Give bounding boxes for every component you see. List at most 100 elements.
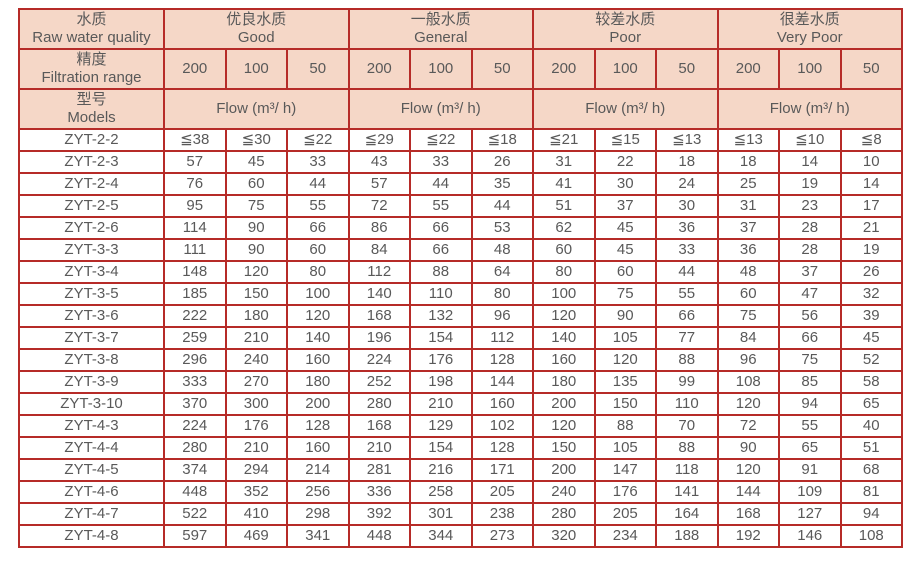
flow-value-cell: 90 [224,216,288,240]
flow-value-cell: 60 [224,172,288,196]
flow-value-cell: 176 [224,414,288,438]
flow-value-cell: 108 [716,370,780,394]
flow-value-cell: 100 [286,282,350,306]
flow-value-cell: 270 [224,370,288,394]
flow-value-cell: 150 [593,392,657,416]
flow-value-cell: 192 [716,524,780,548]
flow-value-cell: 65 [778,436,842,460]
flow-value-cell: 120 [286,304,350,328]
flow-value-cell: 17 [839,194,903,218]
flow-value-cell: 147 [593,458,657,482]
filtration-value-cell: 100 [778,48,842,90]
flow-value-cell: 53 [470,216,534,240]
flow-value-cell: 129 [409,414,473,438]
quality-very-poor-zh: 很差水质 [779,11,840,28]
flow-value-cell: 160 [286,348,350,372]
flow-value-cell: 370 [163,392,227,416]
flow-value-cell: 154 [409,326,473,350]
quality-general-en: General [414,29,468,46]
flow-value-cell: ≦38 [163,128,227,152]
flow-value-cell: ≦10 [778,128,842,152]
flow-value-cell: 94 [839,502,903,526]
flow-value-cell: 96 [470,304,534,328]
models-header-row: 型号 Models Flow (m³/ h) Flow (m³/ h) Flow… [18,88,903,130]
flow-value-cell: 18 [655,150,719,174]
filtration-value-cell: 200 [347,48,411,90]
table-row: ZYT-3-6 222 180 120 168 132 96 120 90 66 75 56 39 [18,304,903,328]
flow-value-cell: 188 [655,524,719,548]
flow-value-cell: ≦13 [655,128,719,152]
flow-value-cell: 45 [224,150,288,174]
flow-value-cell: ≦21 [532,128,596,152]
flow-value-cell: 80 [470,282,534,306]
flow-value-cell: 88 [593,414,657,438]
table-row: ZYT-2-4 76 60 44 57 44 35 41 30 24 25 19 14 [18,172,903,196]
quality-poor-zh: 较差水质 [595,11,656,28]
flow-value-cell: 280 [532,502,596,526]
flow-value-cell: ≦13 [716,128,780,152]
flow-value-cell: 90 [593,304,657,328]
flow-value-cell: 120 [593,348,657,372]
filtration-value-cell: 100 [224,48,288,90]
flow-value-cell: 132 [409,304,473,328]
table-row: ZYT-4-6 448 352 256 336 258 205 240 176 141 144 109… [18,480,903,504]
filtration-value-cell: 50 [470,48,534,90]
flow-value-cell: 51 [532,194,596,218]
models-zh: 型号 [76,91,107,108]
model-cell: ZYT-2-4 [18,172,165,196]
flow-value-cell: 91 [778,458,842,482]
model-cell: ZYT-4-3 [18,414,165,438]
flow-value-cell: 66 [778,326,842,350]
flow-value-cell: 44 [655,260,719,284]
flow-value-cell: 75 [716,304,780,328]
table-row: ZYT-3-4 148 120 80 112 88 64 80 60 44 48 37 26 [18,260,903,284]
flow-value-cell: 111 [163,238,227,262]
flow-value-cell: 30 [655,194,719,218]
flow-value-cell: 185 [163,282,227,306]
flow-value-cell: 99 [655,370,719,394]
raw-water-quality-zh: 水质 [76,11,107,28]
flow-value-cell: 80 [532,260,596,284]
flow-value-cell: 234 [593,524,657,548]
flow-value-cell: 55 [286,194,350,218]
flow-value-cell: 60 [532,238,596,262]
flow-value-cell: 94 [778,392,842,416]
flow-value-cell: 200 [286,392,350,416]
flow-value-cell: 32 [839,282,903,306]
table-row: ZYT-3-9 333 270 180 252 198 144 180 135 99 108 85 58 [18,370,903,394]
flow-value-cell: 72 [716,414,780,438]
flow-value-cell: 33 [409,150,473,174]
table-row: ZYT-2-5 95 75 55 72 55 44 51 37 30 31 23 17 [18,194,903,218]
flow-value-cell: 140 [532,326,596,350]
model-cell: ZYT-3-6 [18,304,165,328]
flow-value-cell: 28 [778,216,842,240]
flow-value-cell: 144 [470,370,534,394]
quality-header-row: 水质 Raw water quality 优良水质 Good 一般水质 Gene… [18,8,903,50]
table-row: ZYT-3-3 111 90 60 84 66 48 60 45 33 36 28 19 [18,238,903,262]
flow-value-cell: 100 [532,282,596,306]
model-cell: ZYT-3-5 [18,282,165,306]
quality-good-en: Good [237,29,275,46]
flow-value-cell: 84 [716,326,780,350]
table-body: 水质 Raw water quality 优良水质 Good 一般水质 Gene… [18,8,903,548]
flow-value-cell: 84 [347,238,411,262]
flow-value-cell: ≦8 [839,128,903,152]
filtration-value-cell: 50 [839,48,903,90]
flow-value-cell: 112 [347,260,411,284]
flow-value-cell: 19 [839,238,903,262]
filtration-value-cell: 200 [716,48,780,90]
flow-value-cell: 48 [470,238,534,262]
flow-value-cell: 51 [839,436,903,460]
flow-value-cell: 14 [778,150,842,174]
model-cell: ZYT-3-7 [18,326,165,350]
flow-value-cell: 57 [347,172,411,196]
quality-group-very-poor: 很差水质 Very Poor [716,8,903,50]
flow-value-cell: 176 [593,480,657,504]
quality-group-good: 优良水质 Good [163,8,350,50]
flow-value-cell: 154 [409,436,473,460]
flow-value-cell: 300 [224,392,288,416]
flow-value-cell: 164 [655,502,719,526]
flow-value-cell: 410 [224,502,288,526]
flow-value-cell: 240 [532,480,596,504]
flow-value-cell: 66 [409,216,473,240]
